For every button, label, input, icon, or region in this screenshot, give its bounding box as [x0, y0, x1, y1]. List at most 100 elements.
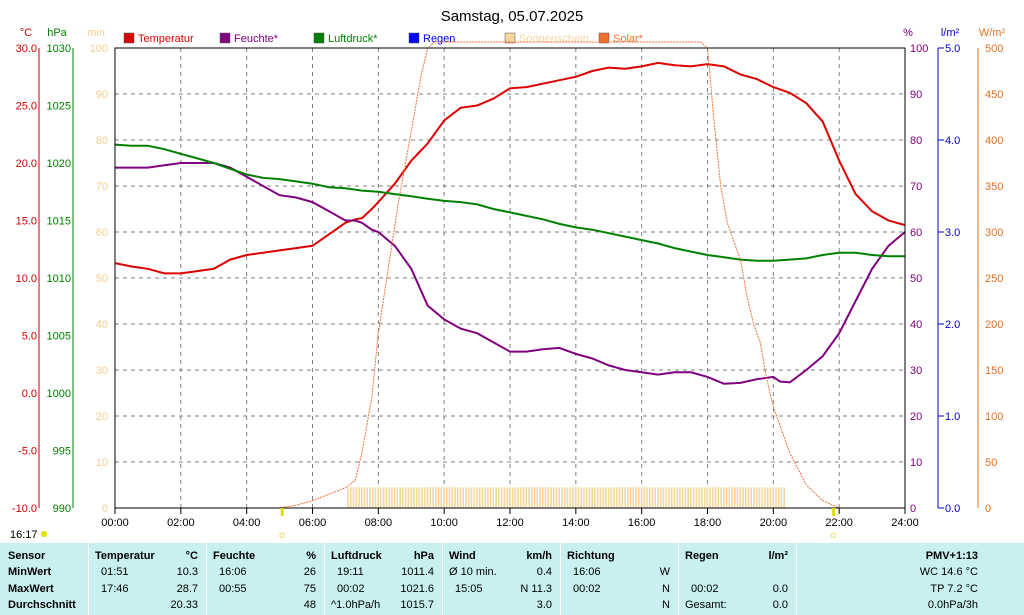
direction-row1-time: 16:06 [573, 566, 601, 578]
axis-tick-press: 1030 [47, 43, 71, 55]
legend-label: Feuchte* [234, 33, 279, 45]
x-axis-tick-label: 18:00 [694, 517, 722, 529]
direction-row1-value: W [659, 566, 670, 578]
axis-tick-hum: 80 [910, 135, 922, 147]
series-line-press [114, 143, 905, 262]
axis-tick-temp: 20.0 [16, 158, 37, 170]
legend-swatch [123, 32, 135, 44]
axis-unit-rain: l/m² [941, 27, 960, 39]
divider [560, 543, 561, 615]
axis-tick-min: 50 [96, 273, 108, 285]
axis-tick-press: 995 [53, 446, 71, 458]
axis-tick-hum: 50 [910, 273, 922, 285]
statistics-panel [0, 543, 1024, 615]
axis-unit-solar: W/m² [979, 27, 1006, 39]
series-line-solar [279, 41, 840, 509]
rain-max-time: 00:02 [691, 583, 719, 595]
legend-label: Regen [423, 33, 455, 45]
direction-header: Richtung [567, 550, 615, 562]
humidity-unit: % [306, 550, 316, 562]
pressure-trend: ^1.0hPa/h [331, 599, 381, 611]
divider [796, 543, 797, 615]
axis-tick-press: 1020 [47, 158, 71, 170]
axis-tick-solar: 450 [985, 89, 1003, 101]
legend-swatch [598, 32, 610, 44]
axis-tick-solar: 300 [985, 227, 1003, 239]
axis-tick-press: 1025 [47, 101, 71, 113]
axis-tick-solar: 200 [985, 319, 1003, 331]
wind-average-label: Ø 10 min. [449, 566, 497, 578]
rain-max-value: 0.0 [772, 583, 788, 595]
axis-tick-rain: 0.0 [945, 503, 960, 515]
axis-tick-hum: 20 [910, 411, 922, 423]
humidity-min-time: 16:06 [219, 566, 247, 578]
divider [678, 543, 679, 615]
rain-total-value: 0.0 [772, 599, 788, 611]
temperature-unit: °C [185, 550, 198, 562]
humidity-average: 48 [303, 599, 316, 611]
axis-tick-min: 20 [96, 411, 108, 423]
x-axis-tick-label: 14:00 [562, 517, 590, 529]
humidity-min-value: 26 [303, 566, 316, 578]
temperature-max-value: 28.7 [176, 583, 198, 595]
x-axis-tick-label: 20:00 [760, 517, 788, 529]
wind-unit: km/h [526, 550, 552, 562]
divider [442, 543, 443, 615]
chart-title: Samstag, 05.07.2025 [441, 8, 584, 25]
axis-tick-min: 60 [96, 227, 108, 239]
x-axis: 00:00 02:00 04:00 06:00 08:00 10:00 12:00 14:00… [41, 508, 919, 541]
gridlines [115, 48, 905, 508]
axis-tick-solar: 150 [985, 365, 1003, 377]
row-label-avg: Durchschnitt [8, 599, 76, 611]
axis-tick-solar: 400 [985, 135, 1003, 147]
humidity-header: Feuchte [213, 550, 256, 562]
axis-tick-min: 40 [96, 319, 108, 331]
axis-tick-press: 1010 [47, 273, 71, 285]
pressure-change: 0.0hPa/3h [927, 599, 978, 611]
axis-tick-rain: 3.0 [945, 227, 960, 239]
x-axis-tick-label: 16:00 [628, 517, 656, 529]
sun-dot-icon [41, 531, 47, 537]
pressure-min-value: 1011.4 [401, 566, 434, 578]
humidity-max-value: 75 [303, 583, 316, 595]
legend-label: Temperatur [138, 33, 194, 45]
axis-tick-temp: 30.0 [16, 43, 37, 55]
pressure-max-time: 00:02 [337, 583, 365, 595]
legend-swatch [504, 32, 516, 44]
wind-max-time: 15:05 [455, 583, 483, 595]
axis-tick-solar: 50 [985, 457, 997, 469]
axis-tick-hum: 40 [910, 319, 922, 331]
wind-day-average: 3.0 [536, 599, 552, 611]
pressure-max-value: 1021.6 [400, 583, 434, 595]
x-axis-tick-label: 04:00 [233, 517, 261, 529]
axis-tick-hum: 100 [910, 43, 928, 55]
axis-tick-rain: 2.0 [945, 319, 960, 331]
axis-tick-temp: -10.0 [12, 503, 37, 515]
temperature-min-value: 10.3 [176, 566, 198, 578]
rain-unit: l/m² [768, 550, 788, 562]
wind-average-value: 0.4 [536, 566, 552, 578]
axis-tick-hum: 30 [910, 365, 922, 377]
rain-header: Regen [685, 550, 719, 562]
axis-tick-rain: 5.0 [945, 43, 960, 55]
legend-label: Luftdruck* [328, 33, 378, 45]
axis-tick-temp: 15.0 [16, 216, 37, 228]
axis-tick-solar: 350 [985, 181, 1003, 193]
legend-swatch [408, 32, 420, 44]
axis-unit-min: min [87, 27, 105, 39]
row-label-max: MaxWert [8, 583, 54, 595]
axis-tick-min: 70 [96, 181, 108, 193]
axis-tick-solar: 0 [985, 503, 991, 515]
axis-tick-hum: 90 [910, 89, 922, 101]
axis-tick-hum: 10 [910, 457, 922, 469]
wind-chill: WC 14.6 °C [919, 566, 978, 578]
axis-unit-press: hPa [47, 27, 67, 39]
row-label-min: MinWert [8, 566, 52, 578]
axis-tick-solar: 100 [985, 411, 1003, 423]
temperature-min-time: 01:51 [101, 566, 129, 578]
series-lines [114, 41, 906, 509]
series-line-temp [114, 61, 906, 275]
current-time-label: 16:17 [10, 529, 38, 541]
axis-tick-min: 30 [96, 365, 108, 377]
direction-row2-time: 00:02 [573, 583, 601, 595]
